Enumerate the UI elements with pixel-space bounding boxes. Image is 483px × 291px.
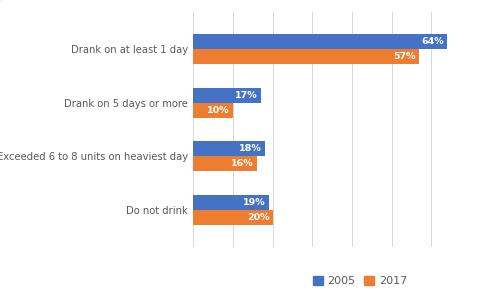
Text: 20%: 20% bbox=[247, 213, 270, 222]
Bar bbox=[193, 49, 419, 64]
Bar bbox=[193, 156, 256, 171]
Bar bbox=[193, 195, 269, 210]
Text: 57%: 57% bbox=[394, 52, 416, 61]
Text: 10%: 10% bbox=[207, 106, 230, 115]
Text: 64%: 64% bbox=[421, 37, 444, 46]
Bar bbox=[193, 141, 265, 156]
Bar bbox=[193, 88, 261, 103]
Bar bbox=[193, 34, 447, 49]
Legend: 2005, 2017: 2005, 2017 bbox=[308, 272, 412, 291]
Text: 16%: 16% bbox=[231, 159, 254, 168]
Bar bbox=[193, 210, 272, 225]
Text: 18%: 18% bbox=[239, 144, 261, 153]
Text: 19%: 19% bbox=[243, 198, 266, 207]
Bar bbox=[193, 103, 233, 118]
Text: 17%: 17% bbox=[235, 91, 257, 100]
